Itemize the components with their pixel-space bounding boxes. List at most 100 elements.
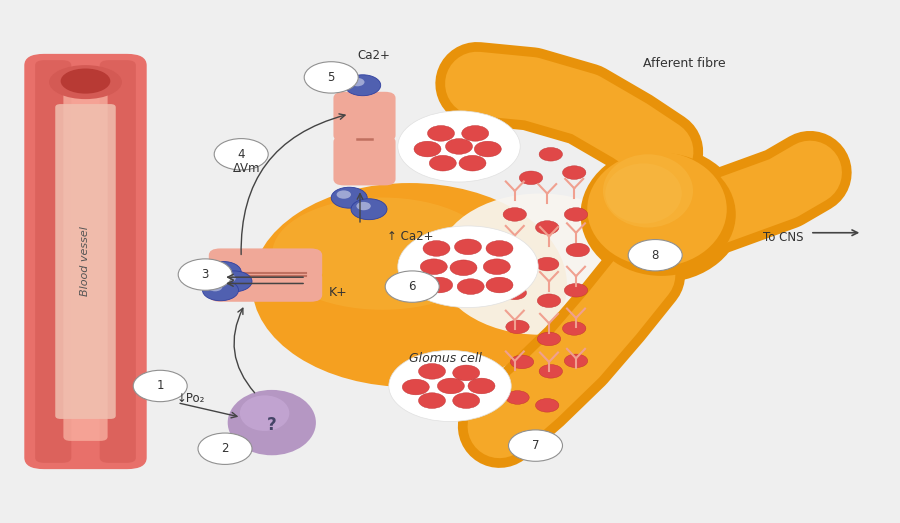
FancyBboxPatch shape <box>209 248 322 280</box>
Circle shape <box>423 241 450 256</box>
Circle shape <box>205 262 241 282</box>
Circle shape <box>398 226 538 308</box>
Circle shape <box>446 139 472 154</box>
Circle shape <box>536 257 559 271</box>
Circle shape <box>178 259 232 290</box>
Circle shape <box>214 139 268 170</box>
Circle shape <box>628 240 682 271</box>
Circle shape <box>389 350 511 422</box>
Text: 5: 5 <box>328 71 335 84</box>
Circle shape <box>345 75 381 96</box>
Text: To CNS: To CNS <box>763 232 804 244</box>
Circle shape <box>418 393 446 408</box>
Ellipse shape <box>603 154 693 228</box>
Circle shape <box>486 277 513 293</box>
Circle shape <box>331 187 367 208</box>
Text: 8: 8 <box>652 249 659 262</box>
Circle shape <box>216 271 252 292</box>
Circle shape <box>453 393 480 408</box>
Circle shape <box>304 62 358 93</box>
Circle shape <box>429 155 456 171</box>
Text: 7: 7 <box>532 439 539 452</box>
Circle shape <box>486 241 513 256</box>
Text: 4: 4 <box>238 148 245 161</box>
Text: ΔVm: ΔVm <box>233 162 260 175</box>
Text: ?: ? <box>267 416 276 434</box>
Circle shape <box>537 294 561 308</box>
Circle shape <box>211 265 225 273</box>
FancyBboxPatch shape <box>100 60 136 463</box>
Ellipse shape <box>587 152 727 267</box>
Circle shape <box>483 259 510 275</box>
Circle shape <box>468 378 495 394</box>
Ellipse shape <box>239 395 289 431</box>
Circle shape <box>356 202 371 210</box>
Circle shape <box>536 399 559 412</box>
Circle shape <box>337 190 351 199</box>
Circle shape <box>564 283 588 297</box>
Ellipse shape <box>60 69 111 94</box>
Circle shape <box>402 379 429 395</box>
Ellipse shape <box>273 198 493 310</box>
Circle shape <box>202 280 238 301</box>
Circle shape <box>133 370 187 402</box>
Circle shape <box>519 171 543 185</box>
Ellipse shape <box>436 194 644 335</box>
FancyBboxPatch shape <box>333 92 396 142</box>
Ellipse shape <box>252 183 567 387</box>
Circle shape <box>385 271 439 302</box>
Ellipse shape <box>587 153 736 276</box>
Circle shape <box>474 141 501 157</box>
Ellipse shape <box>605 163 682 224</box>
FancyBboxPatch shape <box>35 60 71 463</box>
Circle shape <box>510 355 534 369</box>
Circle shape <box>454 239 482 255</box>
Circle shape <box>221 274 236 282</box>
Text: Blood vessel: Blood vessel <box>80 226 91 297</box>
Circle shape <box>426 277 453 293</box>
Circle shape <box>539 147 562 161</box>
FancyBboxPatch shape <box>209 270 322 302</box>
Circle shape <box>420 259 447 275</box>
Circle shape <box>501 244 525 258</box>
Text: Glomus cell: Glomus cell <box>410 352 482 365</box>
Text: 1: 1 <box>157 380 164 392</box>
Circle shape <box>564 354 588 368</box>
Circle shape <box>562 166 586 179</box>
Circle shape <box>506 320 529 334</box>
Text: Ca2+: Ca2+ <box>357 49 390 62</box>
FancyBboxPatch shape <box>333 135 396 186</box>
Circle shape <box>437 378 464 394</box>
Circle shape <box>450 260 477 276</box>
Circle shape <box>503 208 526 221</box>
Text: ↓Po₂: ↓Po₂ <box>176 392 205 405</box>
Text: 3: 3 <box>202 268 209 281</box>
Circle shape <box>506 391 529 404</box>
Circle shape <box>428 126 454 141</box>
Text: K+: K+ <box>328 287 347 299</box>
Circle shape <box>536 221 559 234</box>
Ellipse shape <box>595 161 719 263</box>
FancyBboxPatch shape <box>55 104 116 419</box>
Circle shape <box>414 141 441 157</box>
Circle shape <box>418 363 446 379</box>
Text: 6: 6 <box>409 280 416 293</box>
Ellipse shape <box>580 146 742 282</box>
Text: ↑ Ca2+: ↑ Ca2+ <box>387 230 434 243</box>
Ellipse shape <box>228 390 316 455</box>
Circle shape <box>566 243 590 257</box>
Circle shape <box>539 365 562 378</box>
Circle shape <box>453 365 480 381</box>
Circle shape <box>508 430 562 461</box>
Circle shape <box>457 279 484 294</box>
Circle shape <box>564 208 588 221</box>
Circle shape <box>208 283 222 291</box>
Text: Afferent fibre: Afferent fibre <box>643 58 725 70</box>
Circle shape <box>351 199 387 220</box>
Text: 2: 2 <box>221 442 229 455</box>
FancyBboxPatch shape <box>24 54 147 469</box>
Circle shape <box>462 126 489 141</box>
Circle shape <box>350 78 365 86</box>
FancyBboxPatch shape <box>63 82 108 441</box>
Circle shape <box>459 155 486 171</box>
